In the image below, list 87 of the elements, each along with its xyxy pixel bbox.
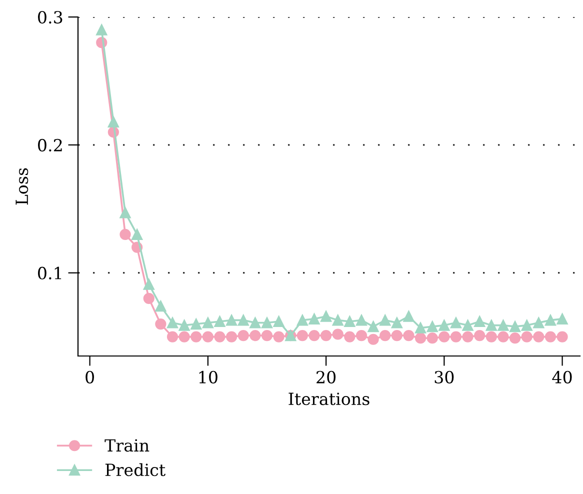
point <box>450 317 462 328</box>
point <box>132 228 143 240</box>
point <box>143 278 154 290</box>
x-tick-label: 20 <box>316 370 336 384</box>
point <box>498 331 509 342</box>
point <box>344 316 356 328</box>
point <box>368 321 379 332</box>
point <box>380 314 391 326</box>
point <box>296 314 308 326</box>
point <box>556 313 568 324</box>
point <box>238 314 249 326</box>
point <box>414 332 426 344</box>
point <box>509 332 521 344</box>
point <box>474 316 486 328</box>
x-axis-title: Iterations <box>288 392 370 406</box>
point <box>332 328 344 340</box>
point <box>96 24 108 36</box>
point <box>143 292 154 304</box>
point <box>120 228 131 240</box>
point <box>250 317 261 328</box>
point <box>108 116 119 128</box>
y-tick-label: 0.2 <box>38 138 62 152</box>
point <box>414 322 426 334</box>
point <box>202 331 214 342</box>
point <box>190 331 202 342</box>
x-tick-label: 0 <box>86 370 94 384</box>
point <box>226 314 238 326</box>
point <box>426 321 438 332</box>
point <box>391 317 402 328</box>
point <box>202 317 214 328</box>
point <box>296 330 308 342</box>
point <box>308 313 320 324</box>
point <box>474 330 486 342</box>
point <box>521 331 532 342</box>
point <box>238 330 249 342</box>
point <box>521 320 532 331</box>
point <box>214 316 226 328</box>
point <box>486 331 497 342</box>
point <box>166 331 178 342</box>
point <box>178 331 190 342</box>
point <box>450 331 462 342</box>
point <box>556 331 568 342</box>
point <box>486 320 497 331</box>
point <box>190 318 202 330</box>
point <box>403 330 414 342</box>
point <box>320 330 332 342</box>
point <box>166 317 178 328</box>
point <box>368 334 379 345</box>
point <box>250 330 261 342</box>
x-tick-label: 10 <box>199 370 218 384</box>
point <box>544 314 556 326</box>
point <box>462 320 474 331</box>
point <box>308 330 320 342</box>
point <box>403 310 414 322</box>
point <box>226 331 238 342</box>
point <box>356 330 368 342</box>
point <box>261 317 273 328</box>
point <box>438 331 450 342</box>
y-tick-label: 0.3 <box>38 10 62 24</box>
point <box>178 320 190 331</box>
point <box>544 331 556 342</box>
point <box>498 320 509 331</box>
point <box>332 314 344 326</box>
point <box>380 330 391 342</box>
point <box>155 300 166 312</box>
point <box>438 320 450 331</box>
point <box>120 207 131 218</box>
y-tick-label: 0.1 <box>38 266 62 280</box>
x-tick-label: 30 <box>434 370 454 384</box>
point <box>214 331 226 342</box>
point <box>155 318 166 330</box>
point <box>261 330 273 342</box>
point <box>426 332 438 344</box>
point <box>320 310 332 322</box>
legend-label: Predict <box>105 463 166 476</box>
legend-label: Train <box>104 439 150 452</box>
point <box>344 331 356 342</box>
point <box>533 331 544 342</box>
point <box>356 314 368 326</box>
y-axis-title: Loss <box>16 168 28 205</box>
point <box>273 316 284 328</box>
point <box>509 321 521 332</box>
point <box>533 317 544 328</box>
point <box>462 331 474 342</box>
x-tick-label: 40 <box>552 370 572 384</box>
point <box>273 331 284 342</box>
point <box>391 330 402 342</box>
